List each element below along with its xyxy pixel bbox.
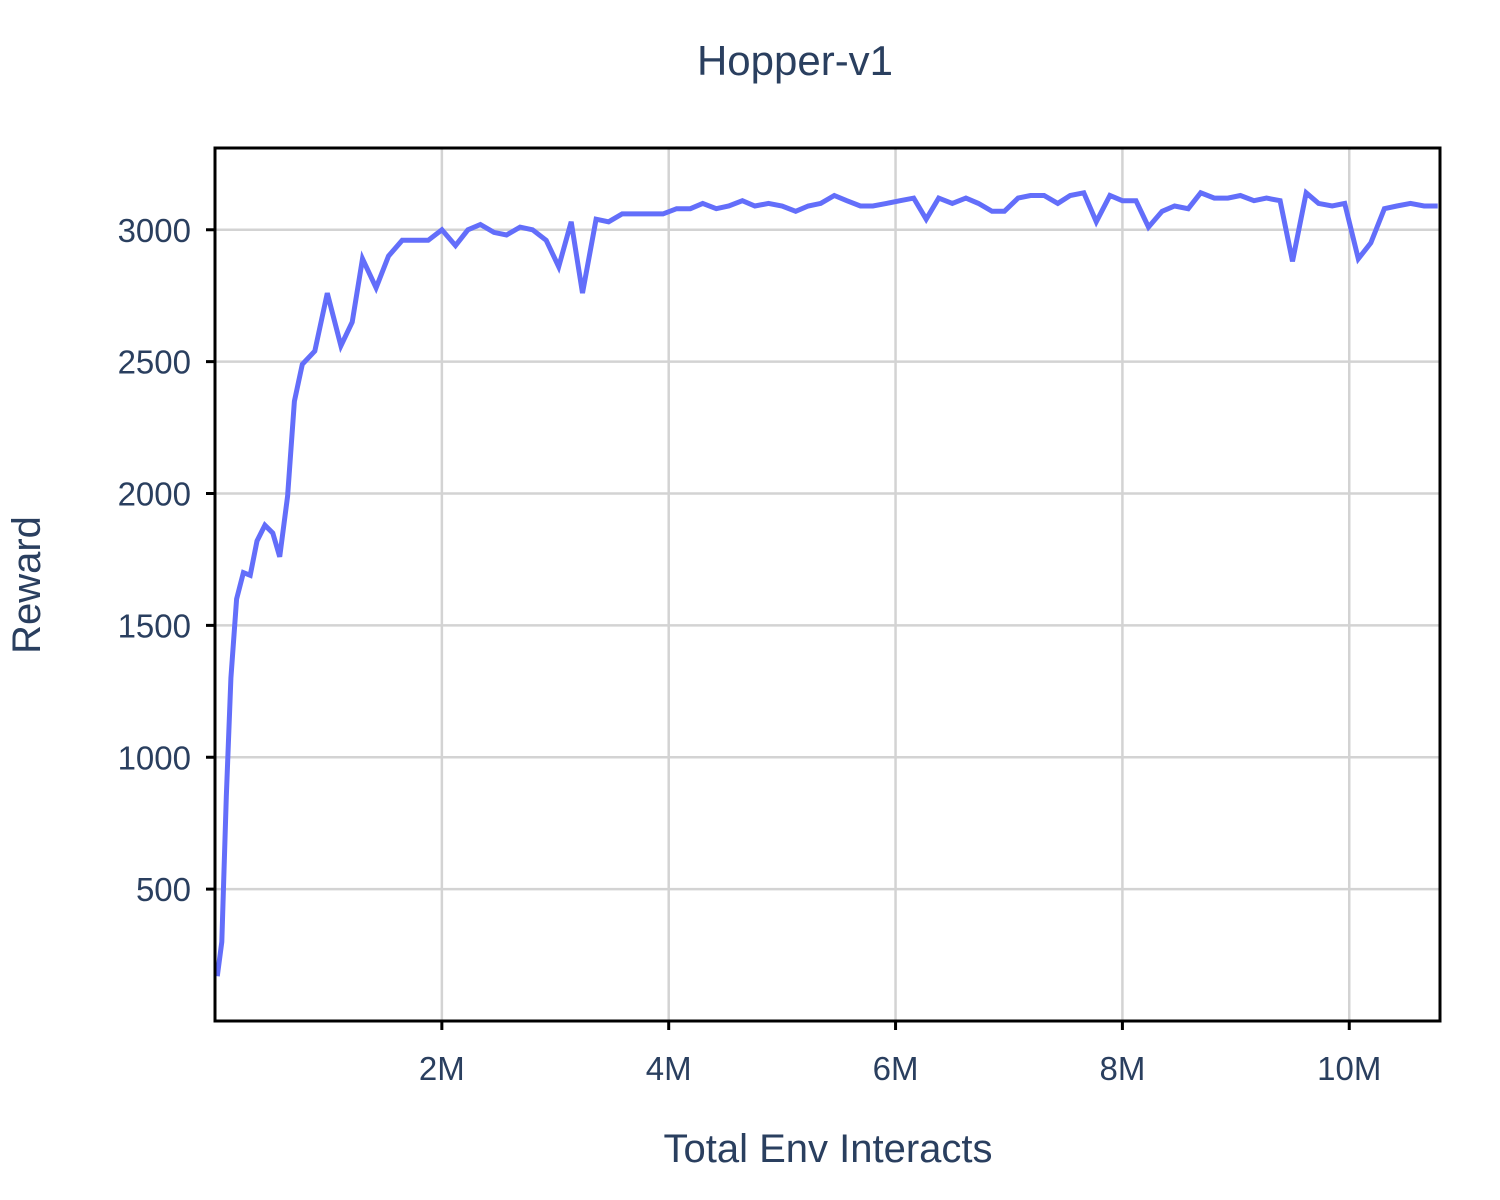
x-tick-label: 10M [1317,1050,1381,1087]
gridlines [215,148,1440,1021]
reward-series-line [214,188,1438,977]
y-tick-label: 1500 [118,607,191,644]
y-tick-label: 1000 [118,739,191,776]
x-tick-label: 2M [419,1050,465,1087]
x-tick-label: 6M [873,1050,919,1087]
x-tick-label: 4M [646,1050,692,1087]
plot-frame [213,146,1442,1023]
x-axis-tick-labels: 2M 4M 6M 8M 10M [419,1050,1381,1087]
y-tick-label: 3000 [118,212,191,249]
x-tick-label: 8M [1099,1050,1145,1087]
y-axis-title: Reward [5,516,49,654]
y-tick-label: 2500 [118,344,191,381]
y-tick-label: 2000 [118,476,191,513]
tick-marks [206,228,1351,1030]
y-axis-tick-labels: 500 1000 1500 2000 2500 3000 [118,212,191,908]
chart-title: Hopper-v1 [697,37,893,84]
y-tick-label: 500 [136,871,191,908]
series-layer [214,188,1438,977]
x-axis-title: Total Env Interacts [663,1127,992,1171]
